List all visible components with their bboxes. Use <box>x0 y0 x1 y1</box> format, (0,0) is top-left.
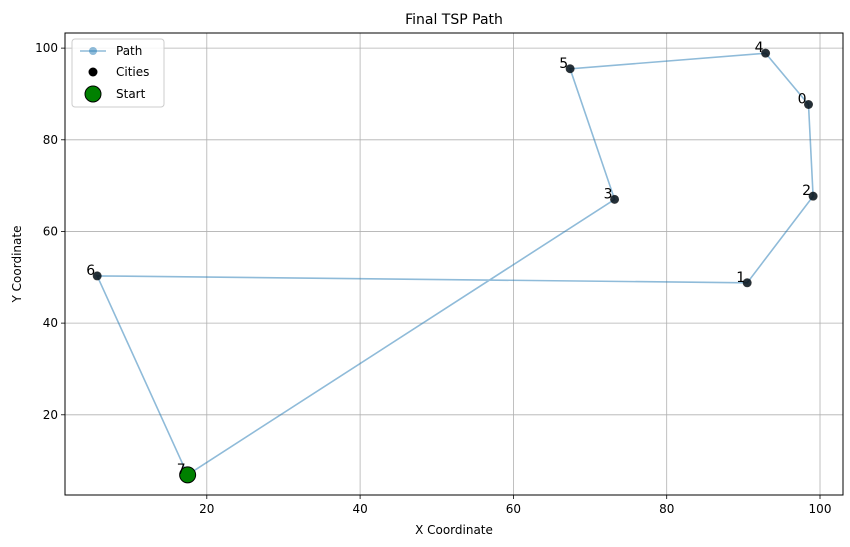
legend-cities-label: Cities <box>116 65 149 79</box>
city-point <box>761 48 771 58</box>
city-point <box>742 278 752 288</box>
city-label: 7 <box>177 462 186 478</box>
city-label: 3 <box>604 186 613 202</box>
y-tick-label: 20 <box>43 408 58 422</box>
chart-title: Final TSP Path <box>405 12 503 28</box>
city-point <box>610 194 620 204</box>
city-point <box>808 191 818 201</box>
plot-frame <box>64 32 844 496</box>
city-label: 5 <box>559 56 568 72</box>
x-axis-label: X Coordinate <box>415 523 493 537</box>
y-axis-label: Y Coordinate <box>10 226 24 304</box>
legend-path-marker <box>89 47 97 55</box>
start-point <box>179 466 197 484</box>
x-tick-label: 40 <box>352 502 367 516</box>
city-label: 0 <box>798 92 807 108</box>
city-labels: 0 1 2 3 4 5 6 7 <box>86 40 811 478</box>
y-tick-label: 40 <box>43 316 58 330</box>
city-point <box>92 271 102 281</box>
legend-start-marker <box>84 85 102 103</box>
city-label: 1 <box>736 270 745 286</box>
legend-path-label: Path <box>116 44 142 58</box>
city-point <box>804 100 814 109</box>
x-tick-label: 20 <box>199 502 214 516</box>
y-tick-label: 80 <box>43 133 58 147</box>
x-tick-label: 60 <box>506 502 521 516</box>
y-tick-label: 100 <box>35 41 58 55</box>
city-points <box>92 48 818 484</box>
x-tick-label: 80 <box>659 502 674 516</box>
city-label: 2 <box>802 183 811 199</box>
city-point <box>565 64 575 74</box>
legend-start-label: Start <box>116 87 146 101</box>
city-label: 4 <box>755 40 764 56</box>
y-tick-label: 60 <box>43 224 58 238</box>
legend: Path Cities Start <box>71 38 165 108</box>
legend-cities-marker <box>88 67 98 77</box>
city-label: 6 <box>86 263 95 279</box>
x-tick-label: 100 <box>809 502 832 516</box>
